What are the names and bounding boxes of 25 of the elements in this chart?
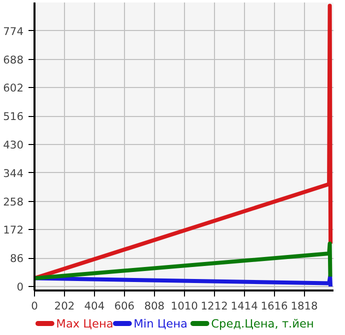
y-tick-label: 258	[3, 195, 24, 208]
y-tick-label: 430	[3, 138, 24, 152]
line-series	[34, 274, 333, 289]
y-tick-label: 0	[16, 280, 24, 294]
x-tick-label: 404	[84, 300, 105, 312]
y-tick-label: 688	[3, 53, 24, 66]
x-tick-label: 202	[54, 300, 75, 312]
y-tick-label: 172	[3, 224, 24, 237]
y-tick-label: 344	[3, 166, 24, 180]
x-tick-label: 1616	[260, 300, 288, 312]
legend-label: Сред.Цена, т.йен	[211, 316, 314, 330]
y-tick-label: 516	[3, 110, 24, 124]
line-series	[34, 242, 332, 280]
y-tick-label: 86	[10, 252, 24, 266]
x-tick-label: 0	[31, 300, 38, 312]
y-tick-label: 602	[3, 82, 24, 95]
x-tick-label: 1212	[200, 300, 228, 312]
x-tick-label: 606	[114, 300, 135, 312]
x-tick-label: 1414	[230, 300, 258, 312]
legend-label: Max Цена	[56, 316, 114, 330]
x-tick-label: 1010	[170, 300, 198, 312]
x-tick-label: 1818	[290, 300, 318, 312]
x-tick-label: 808	[144, 300, 165, 312]
legend-label: Min Цена	[134, 316, 188, 330]
y-tick-label: 774	[3, 24, 24, 38]
